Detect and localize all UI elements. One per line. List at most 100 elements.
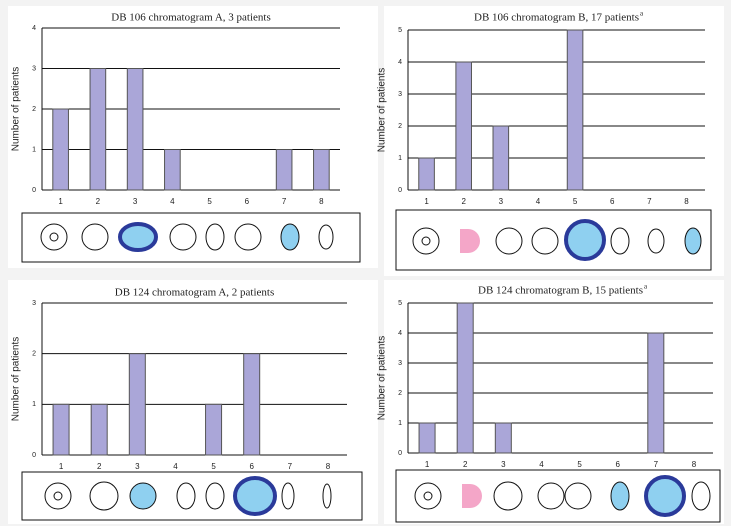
bar — [164, 149, 181, 191]
bar — [275, 149, 293, 191]
chart-title: DB 124 chromatogram B, 15 patients — [478, 285, 643, 297]
x-tick-label: 1 — [58, 197, 63, 206]
spot-origin — [49, 232, 59, 242]
bar — [494, 422, 512, 454]
spot-origin — [53, 491, 63, 501]
y-tick-label: 1 — [398, 155, 402, 162]
x-tick-label: 6 — [615, 460, 620, 469]
spot — [564, 219, 606, 261]
bar — [52, 403, 70, 456]
spot — [280, 223, 300, 251]
x-tick-label: 1 — [59, 462, 64, 471]
spot — [169, 223, 197, 251]
x-tick-label: 5 — [577, 460, 582, 469]
y-tick-label: 0 — [32, 452, 36, 459]
y-tick-label: 2 — [398, 390, 402, 397]
x-tick-label: 8 — [692, 460, 697, 469]
spot-origin — [423, 491, 433, 501]
y-tick-label: 4 — [32, 25, 36, 32]
y-axis-label: Number of patients — [11, 337, 22, 422]
spot — [495, 227, 523, 255]
y-axis-label: Number of patients — [377, 68, 388, 153]
title-note: a — [640, 10, 644, 18]
spot — [564, 482, 592, 510]
x-tick-label: 4 — [170, 197, 175, 206]
spot — [647, 228, 665, 254]
y-tick-label: 0 — [398, 450, 402, 457]
y-tick-label: 4 — [398, 59, 402, 66]
bar — [126, 68, 144, 191]
y-tick-label: 5 — [398, 300, 402, 307]
x-tick-label: 6 — [249, 462, 254, 471]
x-tick-label: 6 — [245, 197, 250, 206]
x-tick-label: 7 — [282, 197, 287, 206]
spot — [81, 223, 109, 251]
bar — [205, 403, 223, 456]
x-tick-label: 7 — [647, 197, 652, 206]
bar — [313, 149, 330, 191]
bar — [243, 353, 261, 456]
y-tick-label: 2 — [32, 106, 36, 113]
x-tick-label: 4 — [536, 197, 541, 206]
spot — [318, 224, 334, 250]
x-tick-label: 3 — [501, 460, 506, 469]
x-tick-label: 3 — [135, 462, 140, 471]
bar — [90, 403, 108, 456]
spot — [493, 481, 523, 511]
spot — [281, 482, 295, 510]
x-tick-label: 7 — [288, 462, 293, 471]
spot — [233, 476, 277, 516]
spot-origin — [421, 236, 431, 246]
y-tick-label: 4 — [398, 330, 402, 337]
title-note: a — [644, 283, 648, 291]
x-tick-label: 2 — [461, 197, 466, 206]
spot — [129, 482, 157, 510]
x-tick-label: 4 — [539, 460, 544, 469]
spot — [205, 223, 225, 251]
x-tick-label: 3 — [499, 197, 504, 206]
y-tick-label: 1 — [32, 146, 36, 153]
bar — [455, 61, 472, 191]
bar — [128, 353, 146, 456]
y-tick-label: 2 — [398, 123, 402, 130]
spot — [176, 482, 196, 510]
x-tick-label: 8 — [684, 197, 689, 206]
x-tick-label: 1 — [425, 460, 430, 469]
y-tick-label: 1 — [32, 401, 36, 408]
chart-title: DB 124 chromatogram A, 2 patients — [115, 287, 274, 299]
chart-title: DB 106 chromatogram A, 3 patients — [111, 12, 270, 24]
x-tick-label: 8 — [326, 462, 331, 471]
y-tick-label: 0 — [398, 187, 402, 194]
spot — [610, 227, 630, 255]
bar — [52, 108, 69, 191]
spot — [537, 482, 565, 510]
spot — [691, 481, 711, 511]
x-tick-label: 4 — [173, 462, 178, 471]
spot — [89, 481, 119, 511]
y-tick-label: 3 — [32, 65, 36, 72]
y-tick-label: 2 — [32, 351, 36, 358]
x-tick-label: 2 — [96, 197, 101, 206]
spot — [234, 223, 262, 251]
x-tick-label: 6 — [610, 197, 615, 206]
y-tick-label: 1 — [398, 420, 402, 427]
x-tick-label: 7 — [654, 460, 659, 469]
x-tick-label: 5 — [207, 197, 212, 206]
spot — [531, 227, 559, 255]
bar — [418, 422, 436, 454]
y-axis-label: Number of patients — [11, 67, 22, 152]
y-axis-label: Number of patients — [377, 336, 388, 421]
x-tick-label: 3 — [133, 197, 138, 206]
x-tick-label: 1 — [424, 197, 429, 206]
bar — [492, 125, 510, 191]
spot — [322, 483, 332, 509]
x-tick-label: 2 — [97, 462, 102, 471]
chart-title: DB 106 chromatogram B, 17 patients — [474, 12, 639, 24]
spot — [205, 482, 225, 510]
spot-pink — [462, 484, 482, 508]
y-tick-label: 3 — [398, 360, 402, 367]
bar — [418, 157, 435, 191]
bar — [566, 29, 584, 191]
bar — [89, 68, 107, 191]
